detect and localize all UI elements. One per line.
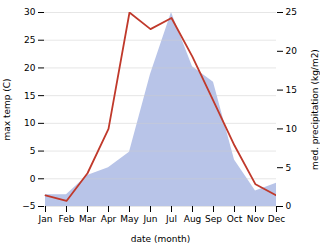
svg-text:5: 5 [286, 163, 292, 173]
svg-text:0: 0 [286, 201, 292, 211]
svg-text:Jul: Jul [165, 214, 177, 224]
svg-text:−5: −5 [22, 201, 35, 211]
svg-text:20: 20 [286, 46, 298, 56]
svg-text:Feb: Feb [59, 214, 75, 224]
svg-text:Oct: Oct [227, 214, 243, 224]
svg-text:10: 10 [24, 118, 36, 128]
svg-text:25: 25 [24, 35, 35, 45]
svg-text:Apr: Apr [101, 214, 117, 224]
svg-text:25: 25 [286, 7, 297, 17]
svg-text:Dec: Dec [268, 214, 285, 224]
svg-text:May: May [120, 214, 139, 224]
svg-text:max temp (C): max temp (C) [2, 78, 12, 140]
svg-text:15: 15 [24, 91, 35, 101]
svg-text:Sep: Sep [205, 214, 222, 224]
svg-text:med. precipitation (kg/m2): med. precipitation (kg/m2) [310, 49, 320, 170]
svg-text:10: 10 [286, 124, 298, 134]
svg-text:Jun: Jun [142, 214, 157, 224]
svg-text:Aug: Aug [184, 214, 202, 224]
svg-text:5: 5 [30, 146, 36, 156]
svg-text:15: 15 [286, 85, 297, 95]
svg-text:0: 0 [30, 174, 36, 184]
svg-text:Nov: Nov [247, 214, 265, 224]
svg-text:Mar: Mar [79, 214, 96, 224]
svg-text:Jan: Jan [38, 214, 53, 224]
svg-text:30: 30 [24, 7, 36, 17]
svg-text:20: 20 [24, 63, 36, 73]
svg-text:date (month): date (month) [131, 234, 190, 244]
